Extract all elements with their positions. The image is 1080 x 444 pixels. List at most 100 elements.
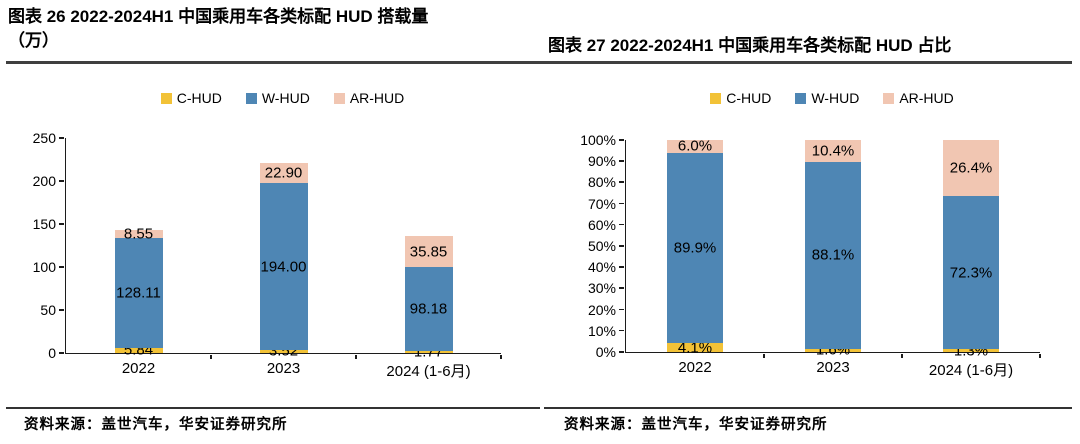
legend-swatch-c-hud (710, 92, 722, 104)
stacked-bar-2022: 4.1% 89.9% 6.0% (667, 137, 723, 356)
figure-26-title-line1: 图表 26 2022-2024H1 中国乘用车各类标配 HUD 搭载量 (8, 7, 429, 26)
title-divider (540, 61, 1072, 64)
x-axis-tick-mark (210, 355, 212, 359)
segment-c-hud: 3.52 (259, 343, 308, 360)
segment-value-label: 10.4% (811, 142, 855, 160)
y-axis-tick-label: 30% (587, 280, 616, 297)
legend: C-HUD W-HUD AR-HUD (625, 90, 1039, 106)
y-axis-tick-mark (619, 202, 624, 205)
segment-ar-hud: 6.0% (667, 137, 723, 155)
legend: C-HUD W-HUD AR-HUD (65, 90, 500, 106)
figure-26-title: 图表 26 2022-2024H1 中国乘用车各类标配 HUD 搭载量 （万） (8, 5, 536, 53)
y-axis-tick-mark (619, 160, 624, 162)
y-axis-tick-mark (59, 309, 64, 311)
legend-label: C-HUD (726, 90, 772, 106)
legend-swatch-w-hud (245, 92, 257, 104)
x-category-label: 2023 (816, 359, 850, 376)
y-axis-tick-label: 60% (587, 216, 616, 233)
y-axis-tick-label: 80% (587, 174, 616, 191)
y-axis-tick-label: 250 (32, 130, 56, 146)
y-axis-tick-mark (59, 352, 64, 354)
x-category-label: 2022 (678, 359, 712, 376)
legend-label: AR-HUD (899, 90, 954, 106)
x-axis-tick-mark (763, 354, 765, 358)
share-chart-plot: 0% 10% 20% 30% 40% 50% 60% 70% 80% 90% 100% 2022 4.1… (580, 132, 1041, 379)
y-axis-tick-label: 10% (587, 322, 616, 339)
y-axis-tick-mark (619, 245, 624, 247)
figure-27-hud-share: 图表 27 2022-2024H1 中国乘用车各类标配 HUD 占比 C-HUD… (540, 0, 1080, 444)
y-axis-tick-mark (619, 351, 624, 353)
segment-value-label: 128.11 (116, 284, 161, 302)
segment-value-label: 22.90 (264, 164, 303, 182)
y-axis-tick-label: 100 (32, 259, 56, 275)
y-axis-tick-mark (619, 308, 624, 311)
y-axis-tick-mark (59, 180, 64, 182)
x-axis-tick-mark (1039, 354, 1041, 358)
volume-chart-plot: 0 50 100 150 200 250 2022 5.84 128.11 8.55 2023 3.5… (33, 130, 502, 380)
x-axis-tick-mark (500, 355, 502, 359)
x-axis-tick-mark (901, 354, 903, 358)
legend-item-c-hud: C-HUD (160, 90, 222, 106)
legend-label: AR-HUD (349, 90, 405, 106)
segment-c-hud: 4.1% (667, 339, 723, 356)
y-axis-tick-label: 200 (32, 173, 56, 189)
y-axis-tick-label: 70% (587, 195, 616, 212)
stacked-bar-2024(1-6月): 1.77 98.18 35.85 (404, 138, 453, 361)
source-divider (6, 407, 540, 409)
segment-w-hud: 128.11 (114, 237, 163, 348)
stacked-bar-2023: 3.52 194.00 22.90 (259, 138, 308, 360)
y-axis-tick-label: 50 (40, 302, 56, 318)
source-divider (544, 407, 1072, 409)
segment-c-hud: 1.3% (943, 342, 999, 359)
y-axis-tick-label: 0 (48, 345, 56, 361)
legend-swatch-ar-hud (333, 92, 345, 104)
segment-value-label: 4.1% (677, 339, 713, 357)
segment-ar-hud: 8.55 (114, 226, 163, 243)
legend-label: C-HUD (176, 90, 222, 106)
y-axis-tick-mark (59, 137, 64, 139)
source-note: 资料来源：盖世汽车，华安证券研究所 (24, 417, 288, 433)
figure-26-hud-volume: 图表 26 2022-2024H1 中国乘用车各类标配 HUD 搭载量 （万） … (6, 5, 540, 433)
y-axis-tick-mark (619, 329, 624, 332)
y-axis-tick-mark (619, 181, 624, 183)
segment-w-hud: 88.1% (805, 161, 861, 349)
segment-ar-hud: 26.4% (943, 140, 999, 196)
segment-ar-hud: 22.90 (259, 163, 308, 184)
legend-label: W-HUD (811, 90, 860, 106)
y-axis-tick-label: 100% (580, 132, 616, 148)
x-category-label: 2022 (121, 360, 156, 377)
segment-w-hud: 194.00 (259, 183, 308, 350)
y-axis-tick-label: 150 (32, 216, 56, 232)
legend-item-ar-hud: AR-HUD (883, 90, 954, 106)
x-category-label: 2023 (266, 360, 301, 377)
figure-27-title: 图表 27 2022-2024H1 中国乘用车各类标配 HUD 占比 (548, 34, 1076, 58)
y-axis-tick-mark (619, 223, 624, 226)
segment-value-label: 26.4% (949, 159, 993, 177)
segment-value-label: 72.3% (949, 264, 993, 282)
segment-value-label: 194.00 (260, 258, 307, 276)
y-axis-tick-mark (619, 266, 624, 268)
y-axis-tick-label: 50% (587, 238, 616, 254)
x-category-label: 2024 (1-6月) (928, 362, 1014, 379)
stacked-bar-2022: 5.84 128.11 8.55 (114, 138, 163, 359)
y-axis-tick-label: 0% (595, 344, 616, 360)
figure-27-title-line1: 图表 27 2022-2024H1 中国乘用车各类标配 HUD 占比 (548, 36, 952, 55)
y-axis-tick-label: 40% (587, 259, 616, 276)
legend-swatch-w-hud (795, 92, 807, 104)
legend-label: W-HUD (261, 90, 310, 106)
segment-c-hud: 5.84 (114, 342, 163, 359)
source-note: 资料来源：盖世汽车，华安证券研究所 (564, 417, 828, 433)
segment-value-label: 89.9% (673, 239, 717, 257)
x-category-label: 2024 (1-6月) (386, 363, 471, 380)
y-axis-tick-label: 20% (587, 301, 616, 318)
segment-w-hud: 98.18 (404, 267, 453, 352)
segment-value-label: 35.85 (409, 243, 448, 261)
legend-item-ar-hud: AR-HUD (333, 90, 405, 106)
legend-item-c-hud: C-HUD (710, 90, 771, 106)
y-axis-tick-mark (59, 266, 64, 268)
segment-w-hud: 89.9% (667, 152, 723, 344)
segment-value-label: 6.0% (677, 137, 713, 155)
segment-c-hud: 1.6% (805, 342, 861, 359)
legend-item-w-hud: W-HUD (795, 90, 859, 106)
